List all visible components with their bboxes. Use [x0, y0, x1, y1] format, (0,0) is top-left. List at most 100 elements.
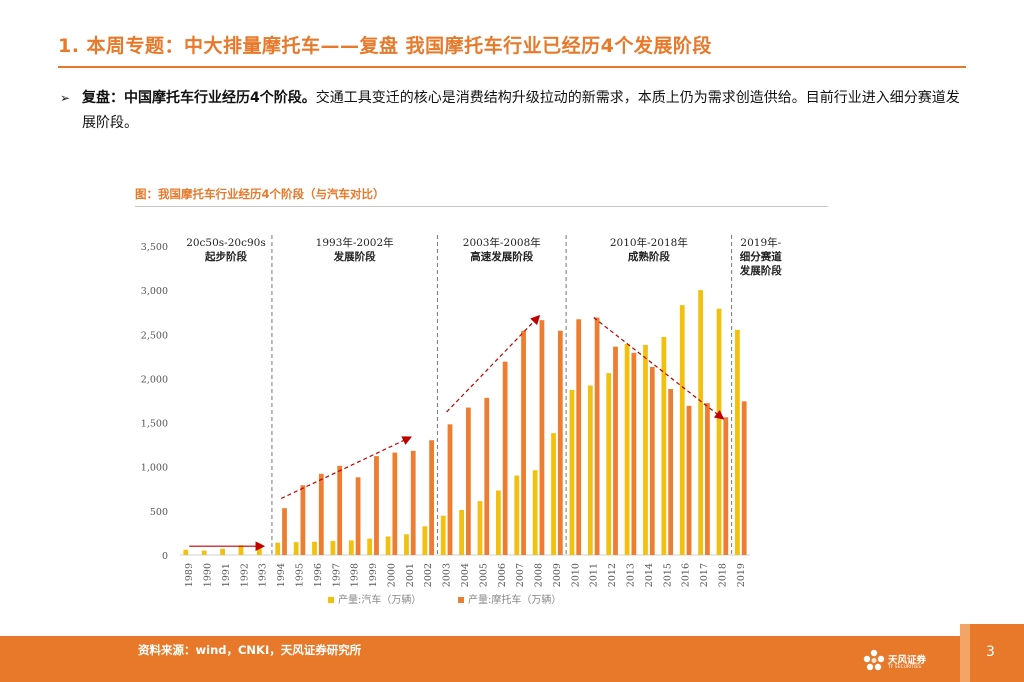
y-tick-label: 1,000: [141, 463, 168, 474]
motorcycle-production-bar: [686, 405, 692, 555]
x-tick-label: 2010: [570, 563, 581, 587]
trend-arrow: [593, 317, 725, 420]
y-tick-label: 0: [162, 551, 168, 562]
car-production-bar: [514, 475, 520, 555]
x-tick-label: 1994: [276, 563, 287, 587]
car-production-bar: [735, 329, 740, 555]
car-production-bar: [624, 343, 630, 555]
legend-label-motorcycle: 产量:摩托车（万辆）: [468, 593, 561, 606]
motorcycle-production-bar: [741, 401, 747, 555]
motorcycle-production-bar: [631, 352, 637, 555]
logo-sub: TF SECURITIES: [888, 665, 922, 670]
car-production-bar: [422, 526, 428, 555]
x-tick-label: 2006: [497, 563, 508, 587]
x-tick-label: 2009: [552, 563, 563, 587]
motorcycle-car-production-chart: 0 500 1,000 1,500 2,000 2,500 3,000 3,500 1989 19…: [141, 235, 782, 606]
stage-label: 细分赛道: [740, 250, 782, 263]
stage-label: 起步阶段: [204, 250, 247, 263]
motorcycle-production-bar: [521, 330, 526, 555]
x-tick-label: 1996: [313, 563, 324, 587]
x-tick-label: 2008: [534, 563, 545, 587]
motorcycle-production-bar: [337, 465, 343, 555]
x-tick-label: 2014: [644, 563, 655, 587]
motorcycle-production-bar: [429, 440, 435, 555]
car-production-bar: [238, 545, 244, 555]
car-production-bar: [569, 389, 575, 555]
car-production-bar: [183, 549, 189, 555]
bullet-text: 复盘：中国摩托车行业经历4个阶段。交通工具变迁的核心是消费结构升级拉动的新需求，…: [82, 86, 960, 136]
motorcycle-production-bar: [705, 403, 710, 555]
trend-arrow: [446, 314, 541, 413]
motorcycle-production-bar: [557, 330, 563, 555]
motorcycle-production-bar: [318, 473, 324, 555]
car-production-bar: [532, 470, 538, 555]
stage-label: 2019年-: [740, 236, 781, 249]
y-tick-label: 500: [150, 507, 168, 518]
x-tick-label: 2011: [589, 563, 600, 587]
car-production-bar: [220, 548, 225, 555]
flower-logo-icon: [863, 649, 885, 671]
title-divider: [58, 66, 966, 68]
stage-label: 20c50s-20c90s: [186, 237, 266, 249]
motorcycle-production-bar: [723, 417, 729, 555]
car-production-bar: [440, 515, 446, 555]
car-production-bar: [477, 501, 483, 555]
x-tick-label: 1991: [221, 563, 232, 587]
motorcycle-production-bar: [392, 452, 398, 555]
page-number: 3: [986, 644, 995, 660]
x-tick-label: 1990: [203, 563, 214, 587]
x-tick-label: 1989: [184, 563, 195, 587]
x-tick-label: 2017: [699, 563, 710, 587]
motorcycle-production-bar: [668, 389, 674, 555]
car-production-bar: [716, 308, 722, 555]
x-tick-label: 2012: [607, 563, 618, 587]
legend-swatch-motorcycle: [458, 597, 464, 603]
stage-label: 高速发展阶段: [470, 250, 533, 263]
page-number-box: 3: [960, 624, 1024, 682]
figure-caption-divider: [135, 206, 828, 207]
x-tick-label: 2018: [717, 563, 728, 587]
car-production-bar: [348, 540, 354, 555]
data-source: 资料来源：wind，CNKI，天风证券研究所: [138, 643, 362, 657]
x-tick-label: 2019: [736, 563, 747, 587]
motorcycle-production-bar: [613, 346, 618, 555]
footer-bar: 资料来源：wind，CNKI，天风证券研究所 天风证券 TF SECURITIE…: [0, 624, 1024, 682]
car-production-bar: [661, 336, 667, 555]
motorcycle-production-bar: [447, 424, 453, 555]
motorcycle-production-bar: [355, 477, 361, 555]
x-tick-label: 1992: [239, 563, 250, 587]
car-production-bar: [201, 550, 207, 555]
motorcycle-production-bar: [539, 320, 545, 555]
x-tick-label: 1995: [295, 563, 306, 587]
y-tick-label: 3,500: [141, 242, 168, 253]
x-tick-label: 1998: [350, 563, 361, 587]
motorcycle-production-bar: [649, 366, 655, 555]
y-tick-label: 1,500: [141, 419, 168, 430]
page-box-accent: [960, 624, 970, 682]
motorcycle-production-bar: [282, 508, 287, 555]
x-tick-label: 1997: [331, 563, 342, 587]
x-tick-label: 1999: [368, 563, 379, 587]
x-tick-label: 2007: [515, 563, 526, 587]
stage-label: 2003年-2008年: [463, 236, 541, 249]
x-tick-label: 2013: [625, 563, 636, 587]
car-production-bar: [367, 538, 373, 555]
motorcycle-production-bar: [410, 450, 416, 555]
legend-swatch-car: [328, 597, 334, 603]
car-production-bar: [587, 385, 593, 555]
y-tick-label: 3,000: [141, 286, 168, 297]
car-production-bar: [275, 542, 281, 555]
car-production-bar: [698, 290, 704, 555]
x-tick-label: 2016: [681, 563, 692, 587]
y-tick-label: 2,500: [141, 330, 168, 341]
car-production-bar: [495, 490, 501, 555]
x-tick-label: 2000: [386, 563, 397, 587]
motorcycle-production-bar: [300, 485, 306, 555]
car-production-bar: [312, 541, 317, 555]
y-tick-label: 2,000: [141, 374, 168, 385]
summary-bullet: ➢ 复盘：中国摩托车行业经历4个阶段。交通工具变迁的核心是消费结构升级拉动的新需…: [60, 86, 960, 136]
car-production-bar: [679, 305, 685, 555]
x-tick-label: 2002: [423, 563, 434, 587]
motorcycle-production-bar: [374, 456, 379, 555]
page-title: 1. 本周专题：中大排量摩托车——复盘 我国摩托车行业已经历4个发展阶段: [58, 35, 712, 57]
